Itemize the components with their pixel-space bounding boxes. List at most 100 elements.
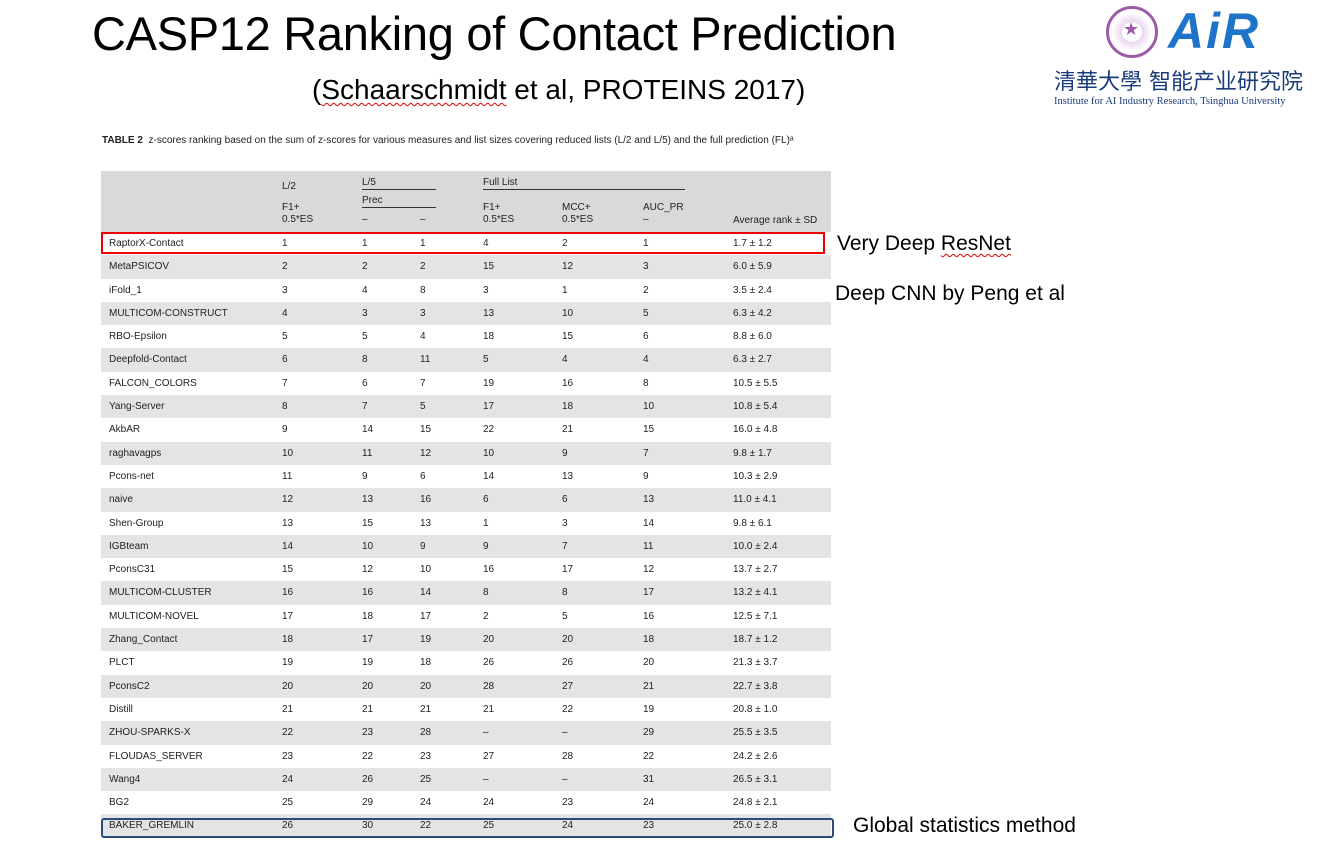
l5-rank: 5 bbox=[420, 401, 426, 413]
header-l5: L/5 bbox=[362, 177, 376, 188]
l5-prec-rank: 13 bbox=[362, 494, 374, 506]
full-f1-rank: 18 bbox=[483, 331, 495, 343]
table-row: Pcons-net 11 9 6 14 13 9 10.3 ± 2.9 bbox=[101, 465, 831, 488]
l5-rank: 28 bbox=[420, 727, 432, 739]
full-f1-rank: 13 bbox=[483, 307, 495, 319]
table-row: Shen-Group 13 15 13 1 3 14 9.8 ± 6.1 bbox=[101, 512, 831, 535]
average-rank: 9.8 ± 1.7 bbox=[733, 447, 772, 459]
full-auc-rank: 11 bbox=[643, 540, 654, 552]
method-name: MULTICOM-NOVEL bbox=[109, 610, 199, 622]
l2-f1-rank: 9 bbox=[282, 424, 288, 436]
average-rank: 10.5 ± 5.5 bbox=[733, 377, 778, 389]
full-auc-rank: 14 bbox=[643, 517, 655, 529]
l2-f1-rank: 8 bbox=[282, 401, 288, 413]
full-mcc-rank: 12 bbox=[562, 261, 574, 273]
average-rank: 21.3 ± 3.7 bbox=[733, 657, 778, 669]
header-rule-full bbox=[483, 189, 685, 190]
l5-prec-rank: 6 bbox=[362, 377, 368, 389]
full-mcc-rank: 13 bbox=[562, 470, 574, 482]
header-dash-1: – bbox=[362, 214, 368, 225]
highlight-raptorx-box bbox=[101, 232, 825, 254]
table-row: FLOUDAS_SERVER 23 22 23 27 28 22 24.2 ± 2.6 bbox=[101, 745, 831, 768]
method-name: AkbAR bbox=[109, 424, 141, 436]
method-name: RaptorX-Contact bbox=[109, 238, 184, 249]
l2-f1-rank: 23 bbox=[282, 750, 294, 762]
table-row: Distill 21 21 21 21 22 19 20.8 ± 1.0 bbox=[101, 698, 831, 721]
l5-prec-rank: 8 bbox=[362, 354, 368, 366]
method-name: raghavagps bbox=[109, 447, 162, 459]
l5-prec-rank: 30 bbox=[362, 820, 374, 832]
full-mcc-rank: 15 bbox=[562, 331, 574, 343]
full-mcc-rank: 22 bbox=[562, 703, 574, 715]
average-rank: 13.7 ± 2.7 bbox=[733, 564, 778, 576]
method-name: PconsC2 bbox=[109, 680, 150, 692]
method-name: MULTICOM-CLUSTER bbox=[109, 587, 212, 599]
average-rank: 9.8 ± 6.1 bbox=[733, 517, 772, 529]
l5-rank: 14 bbox=[420, 587, 432, 599]
l2-f1-rank: 2 bbox=[282, 261, 288, 273]
average-rank: 13.2 ± 4.1 bbox=[733, 587, 778, 599]
table-row: FALCON_COLORS 7 6 7 19 16 8 10.5 ± 5.5 bbox=[101, 372, 831, 395]
method-name: PLCT bbox=[109, 657, 135, 669]
full-auc-rank: 20 bbox=[643, 657, 655, 669]
full-f1-rank: 16 bbox=[483, 564, 495, 576]
table-caption: TABLE 2 z-scores ranking based on the su… bbox=[102, 133, 832, 148]
method-name: Zhang_Contact bbox=[109, 634, 178, 646]
full-mcc-rank: 9 bbox=[562, 447, 568, 459]
full-mcc-rank: 1 bbox=[562, 284, 568, 296]
l5-rank: 1 bbox=[420, 238, 426, 249]
average-rank: 24.2 ± 2.6 bbox=[733, 750, 778, 762]
table-row: ZHOU-SPARKS-X 22 23 28 – – 29 25.5 ± 3.5 bbox=[101, 721, 831, 745]
full-auc-rank: 4 bbox=[643, 354, 649, 366]
full-auc-rank: 18 bbox=[643, 634, 655, 646]
method-name: ZHOU-SPARKS-X bbox=[109, 727, 191, 739]
l2-f1-rank: 25 bbox=[282, 797, 294, 809]
full-f1-rank: 15 bbox=[483, 261, 495, 273]
highlight-baker-box bbox=[101, 818, 834, 838]
l5-prec-rank: 22 bbox=[362, 750, 374, 762]
average-rank: 18.7 ± 1.2 bbox=[733, 634, 778, 646]
table-row: iFold_1 3 4 8 3 1 2 3.5 ± 2.4 bbox=[101, 279, 831, 302]
l5-rank: 4 bbox=[420, 331, 426, 343]
l2-f1-rank: 16 bbox=[282, 587, 294, 599]
header-prec: Prec bbox=[362, 195, 383, 206]
full-mcc-rank: 26 bbox=[562, 657, 574, 669]
full-auc-rank: 16 bbox=[643, 610, 655, 622]
l5-prec-rank: 16 bbox=[362, 587, 374, 599]
header-dash-2: – bbox=[420, 214, 426, 225]
annotation-ifold: Deep CNN by Peng et al bbox=[835, 282, 1065, 305]
full-auc-rank: 1 bbox=[643, 238, 649, 249]
l5-prec-rank: 15 bbox=[362, 517, 374, 529]
table-row: Wang4 24 26 25 – – 31 26.5 ± 3.1 bbox=[101, 767, 831, 792]
full-f1-rank: 26 bbox=[483, 657, 495, 669]
l5-rank: 10 bbox=[420, 564, 432, 576]
average-rank: 10.8 ± 5.4 bbox=[733, 401, 778, 413]
full-f1-rank: 2 bbox=[483, 610, 489, 622]
l5-rank: 19 bbox=[420, 634, 432, 646]
full-auc-rank: 7 bbox=[643, 447, 649, 459]
table-row: Zhang_Contact 18 17 19 20 20 18 18.7 ± 1.2 bbox=[101, 628, 831, 652]
average-rank: 11.0 ± 4.1 bbox=[733, 494, 777, 506]
l5-prec-rank: 26 bbox=[362, 773, 374, 785]
full-f1-rank: 4 bbox=[483, 238, 489, 249]
full-f1-rank: 24 bbox=[483, 797, 495, 809]
method-name: MULTICOM-CONSTRUCT bbox=[109, 307, 228, 319]
l5-prec-rank: 7 bbox=[362, 401, 368, 413]
average-rank: 25.5 ± 3.5 bbox=[733, 727, 778, 739]
header-es-mcc: 0.5*ES bbox=[562, 214, 594, 225]
full-auc-rank: 29 bbox=[643, 727, 655, 739]
table-row: RaptorX-Contact 1 1 1 4 2 1 1.7 ± 1.2 bbox=[101, 232, 831, 255]
l5-prec-rank: 3 bbox=[362, 307, 368, 319]
l5-rank: 17 bbox=[420, 610, 432, 622]
full-f1-rank: 27 bbox=[483, 750, 495, 762]
method-name: Distill bbox=[109, 703, 133, 715]
method-name: BG2 bbox=[109, 797, 130, 809]
l5-prec-rank: 23 bbox=[362, 727, 374, 739]
caption-text: z-scores ranking based on the sum of z-s… bbox=[148, 135, 794, 146]
full-mcc-rank: 5 bbox=[562, 610, 568, 622]
l2-f1-rank: 18 bbox=[282, 634, 294, 646]
full-auc-rank: 12 bbox=[643, 564, 655, 576]
full-auc-rank: 22 bbox=[643, 750, 655, 762]
l2-f1-rank: 6 bbox=[282, 354, 288, 366]
full-auc-rank: 9 bbox=[643, 470, 649, 482]
